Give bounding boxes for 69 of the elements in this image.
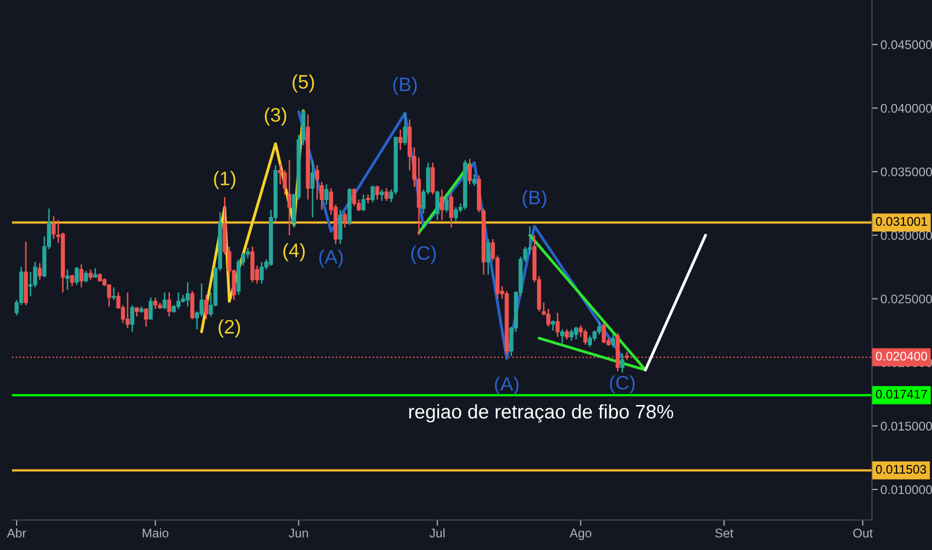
annotation: (4) <box>283 243 305 262</box>
candlestick <box>550 320 556 332</box>
candlestick <box>144 308 148 328</box>
candlestick <box>112 286 116 301</box>
candlestick <box>320 181 324 210</box>
candlestick <box>468 158 472 186</box>
annotation: (5) <box>292 74 314 93</box>
x-tick-label: Jun <box>288 528 308 538</box>
candlestick <box>65 268 70 291</box>
x-tick-label: Jul <box>430 528 445 538</box>
annotation: (1) <box>214 171 236 190</box>
x-tick-label: Abr <box>6 528 26 538</box>
ref-line-label: 0.017417 <box>876 390 927 399</box>
annotation: regiao de retraçao de fibo 78% <box>409 404 674 423</box>
candlestick <box>148 296 153 320</box>
y-tick-label: 0.040000 <box>880 104 932 113</box>
candlestick <box>130 304 134 333</box>
ref-line-label: 0.031001 <box>876 216 927 226</box>
annotation: (B) <box>393 76 417 96</box>
y-tick-label: 0.045000 <box>880 40 932 50</box>
candlestick <box>315 164 320 200</box>
y-tick-label: 0.025000 <box>880 294 932 304</box>
x-tick-label: Ago <box>570 528 592 540</box>
candlestick <box>167 292 172 318</box>
candlestick <box>375 184 380 200</box>
annotation: (C) <box>411 246 436 264</box>
candlestick <box>342 212 347 228</box>
candlestick <box>486 238 490 276</box>
candlestick <box>384 187 389 202</box>
candlestick <box>444 195 449 214</box>
candlestick <box>370 184 375 203</box>
candlestick <box>402 112 408 146</box>
candlestick <box>620 352 624 374</box>
candlestick <box>472 173 476 186</box>
ref-line-label: 0.011503 <box>876 464 926 474</box>
ref-line-label: 0.020400 <box>876 352 928 361</box>
candlestick <box>564 328 569 340</box>
candlestick <box>611 334 616 348</box>
y-tick-label: 0.035000 <box>880 167 932 176</box>
candlestick <box>310 160 315 218</box>
x-tick-label: Maio <box>142 528 168 538</box>
x-tick-label: Out <box>853 528 873 538</box>
candlestick <box>79 264 84 288</box>
candlestick <box>324 184 328 206</box>
candlestick <box>162 292 167 310</box>
candlestick <box>435 190 440 221</box>
annotation: (C) <box>610 375 635 394</box>
candlestick <box>556 312 560 338</box>
annotation: (A) <box>494 376 518 395</box>
candlestick <box>380 188 384 202</box>
annotation: (A) <box>319 249 343 268</box>
annotation: (2) <box>218 319 240 338</box>
candlestick <box>38 262 42 280</box>
candlestick <box>84 270 88 283</box>
candlestick <box>88 268 93 280</box>
candlestick <box>440 188 444 221</box>
candlestick <box>361 194 366 212</box>
candlestick <box>449 192 454 228</box>
annotation: (3) <box>264 107 286 126</box>
x-tick-label: Set <box>715 528 734 538</box>
y-tick-label: 0.010000 <box>880 485 932 494</box>
candlestick <box>287 160 292 236</box>
candlestick <box>398 128 402 151</box>
candlestick <box>74 266 79 286</box>
annotation: (B) <box>522 190 546 208</box>
candlestick <box>204 294 208 320</box>
candlestick <box>560 328 564 344</box>
candlestick <box>70 274 74 287</box>
y-tick-label: 0.015000 <box>880 422 932 431</box>
